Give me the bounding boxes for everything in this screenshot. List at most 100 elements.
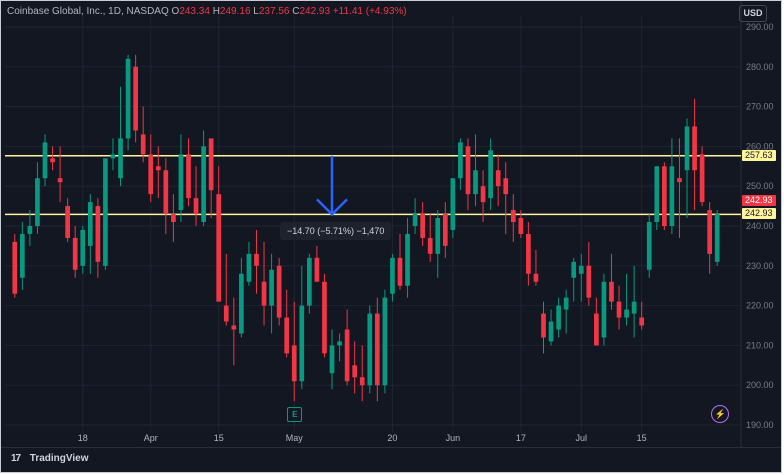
candle xyxy=(601,273,607,346)
candle-body xyxy=(699,154,705,203)
y-tick-label: 190.00 xyxy=(746,420,774,430)
candle-body xyxy=(594,313,599,346)
candle xyxy=(208,138,214,219)
candle-body xyxy=(646,222,652,270)
candle-body xyxy=(80,229,86,266)
candlestick-chart[interactable]: 190.00 200.00 210.00 220.00 230.00 240.00 250.… xyxy=(1,1,782,451)
candle-body xyxy=(390,257,395,294)
currency-button[interactable]: USD xyxy=(739,5,767,22)
candle-body xyxy=(35,178,40,226)
candle-body xyxy=(329,345,335,374)
high-label: H xyxy=(212,6,220,17)
candle-body xyxy=(344,329,350,382)
candle xyxy=(480,170,486,223)
lightning-icon[interactable]: ⚡ xyxy=(711,405,730,423)
candle-body xyxy=(473,170,478,195)
candle xyxy=(563,289,569,334)
x-tick-label: 15 xyxy=(637,433,647,443)
candle-body xyxy=(435,218,441,254)
candle-body xyxy=(692,126,697,171)
candle-body xyxy=(556,305,561,330)
candle xyxy=(337,333,342,362)
candle xyxy=(352,341,358,394)
candle xyxy=(488,138,493,211)
candle xyxy=(654,166,660,230)
candle-body xyxy=(125,58,131,139)
candle xyxy=(427,214,433,262)
candle xyxy=(359,345,365,402)
candle xyxy=(322,273,327,358)
candle-body xyxy=(110,154,116,159)
candle xyxy=(110,138,116,171)
candle-body xyxy=(133,66,138,131)
candle xyxy=(12,233,18,298)
candle xyxy=(510,194,516,242)
candle xyxy=(50,146,55,171)
candle xyxy=(216,166,222,302)
candle xyxy=(571,257,577,302)
candle-body xyxy=(87,202,93,246)
candle xyxy=(586,241,592,306)
candle-body xyxy=(526,233,531,274)
candle-body xyxy=(27,225,33,234)
candle xyxy=(291,301,297,402)
candle-body xyxy=(103,158,108,266)
candle xyxy=(699,146,705,207)
tradingview-logo[interactable]: 17 TradingView xyxy=(11,453,89,464)
candle-body xyxy=(186,154,191,199)
candle-body xyxy=(352,365,358,378)
candle-body xyxy=(586,265,592,298)
candle xyxy=(171,194,176,242)
x-tick-label: May xyxy=(286,433,304,443)
candle-body xyxy=(178,154,184,211)
horizontal-levels xyxy=(5,155,741,216)
candle xyxy=(72,225,78,278)
candle-body xyxy=(193,198,199,215)
x-tick-label: 15 xyxy=(214,433,224,443)
candle xyxy=(201,130,206,226)
candle xyxy=(276,257,282,326)
earnings-icon[interactable]: E xyxy=(287,407,303,422)
candle xyxy=(231,297,237,366)
x-tick-label: 18 xyxy=(78,433,88,443)
candle-body xyxy=(420,214,425,238)
candle-body xyxy=(254,253,259,266)
candle xyxy=(254,229,259,294)
candle xyxy=(450,178,456,238)
candle-body xyxy=(246,253,252,282)
candle-body xyxy=(563,297,569,310)
candle-body xyxy=(639,317,645,326)
candle xyxy=(65,198,70,242)
candle xyxy=(646,214,652,278)
measure-arrow xyxy=(316,155,348,217)
symbol-header[interactable]: Coinbase Global, Inc., 1D, NASDAQ O243.3… xyxy=(7,6,407,17)
candle-body xyxy=(269,269,274,306)
candle-body xyxy=(465,146,471,195)
candle xyxy=(662,162,667,230)
candle-body xyxy=(548,321,554,342)
candle-body xyxy=(374,313,380,386)
candle xyxy=(178,134,184,223)
measure-arrow-head xyxy=(316,198,348,217)
tradingview-logo-icon: 17 xyxy=(11,453,21,464)
candle-body xyxy=(231,325,237,330)
candle xyxy=(148,134,154,203)
candle xyxy=(556,297,561,338)
x-tick-label: Apr xyxy=(144,433,158,443)
candle xyxy=(526,222,531,286)
candle-body xyxy=(382,297,388,386)
candle-body xyxy=(95,206,101,262)
candle xyxy=(118,86,123,187)
candle xyxy=(677,138,682,238)
level-price-label: 242.93 xyxy=(742,208,776,220)
candle-body xyxy=(677,178,682,183)
candle-body xyxy=(495,170,501,187)
candle-body xyxy=(42,142,48,179)
y-axis: 190.00 200.00 210.00 220.00 230.00 240.00 250.… xyxy=(746,22,774,430)
x-tick-label: 20 xyxy=(387,433,397,443)
open-value: 243.34 xyxy=(179,6,210,17)
candle xyxy=(609,253,614,310)
candle-body xyxy=(65,206,70,238)
candle-body xyxy=(450,178,456,230)
